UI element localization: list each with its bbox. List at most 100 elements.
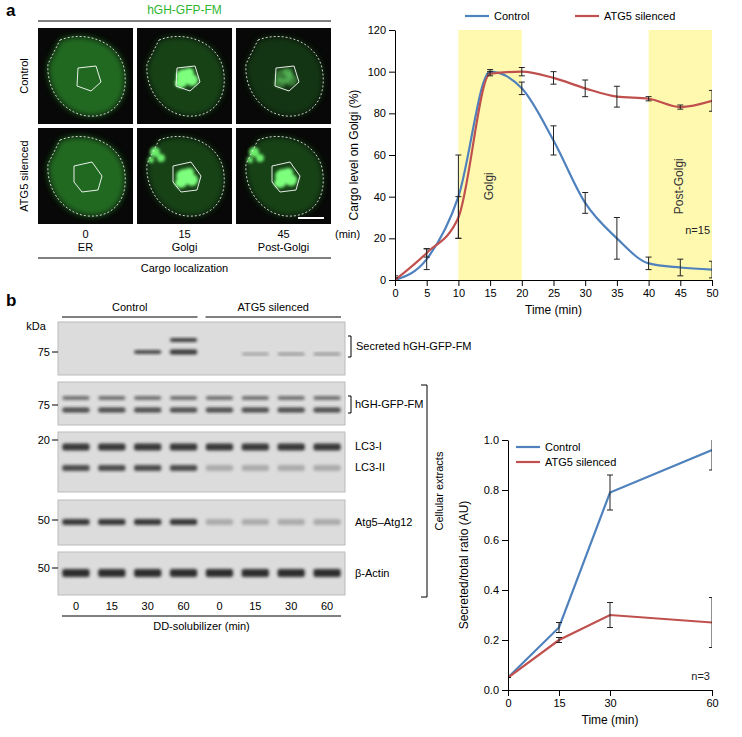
error-bar (607, 603, 613, 628)
tick: 25 (548, 280, 560, 299)
plot-area (395, 30, 712, 280)
tick-label: 40 (374, 191, 386, 203)
lane-label: 60 (177, 600, 189, 612)
blot-band (134, 519, 161, 525)
tick-mark (522, 280, 523, 286)
cell-outline (147, 36, 224, 116)
tick-mark (389, 72, 395, 73)
blot-band (206, 519, 233, 525)
blot-band (313, 396, 340, 400)
blot-band (62, 444, 89, 451)
micrograph (236, 28, 331, 124)
tick-label: 20 (374, 232, 386, 244)
spot (148, 157, 154, 163)
tick: 0 (380, 274, 395, 286)
tick: 20 (374, 232, 395, 244)
tick-mark (712, 690, 713, 696)
bracket (348, 413, 351, 414)
annotation: n=15 (685, 224, 710, 236)
x-axis: 0153060 (505, 690, 718, 709)
error-cap (582, 80, 588, 81)
tick: 40 (643, 280, 655, 299)
blot-band (206, 396, 233, 400)
x-axis-title: Time (min) (525, 303, 582, 317)
cell-outline (48, 136, 125, 216)
tick-label: 0.0 (484, 684, 499, 696)
bracket (421, 597, 427, 598)
lane-rule (62, 616, 341, 617)
error-cap (646, 96, 652, 97)
tick-label: 15 (484, 287, 496, 299)
marker-tick (52, 440, 58, 441)
tick-label: 60 (374, 149, 386, 161)
tick-mark (490, 280, 491, 286)
image-bg (236, 128, 331, 224)
title-rule (38, 21, 331, 22)
error-bar (519, 82, 525, 95)
y-axis: 020406080100120 (368, 24, 396, 286)
marker-tick (52, 352, 58, 353)
blot-x-label: DD-solubilizer (min) (153, 620, 250, 632)
error-whisker (490, 72, 491, 76)
legend-swatch (575, 15, 599, 17)
marker-label: 20 (38, 434, 50, 446)
blot-band (242, 353, 269, 356)
tick-mark (395, 280, 396, 286)
micrograph (38, 28, 133, 124)
tick-label: 10 (453, 287, 465, 299)
blot-strip (58, 552, 345, 595)
marker-label: 75 (38, 399, 50, 411)
tick: 50 (706, 280, 718, 299)
error-cap (677, 109, 683, 110)
cell-outline (246, 136, 323, 216)
error-cap (519, 67, 525, 68)
blob (283, 68, 293, 76)
blot-band (134, 408, 161, 413)
image-bg (236, 28, 331, 124)
panel-label: a (6, 1, 16, 20)
tick-label: 15 (553, 697, 565, 709)
tick-mark (389, 155, 395, 156)
error-cap (551, 155, 557, 156)
tick-mark (649, 280, 650, 286)
error-cap (551, 84, 557, 85)
micrograph (236, 128, 331, 224)
tick: 60 (374, 149, 395, 161)
micrograph (137, 128, 232, 224)
error-bar (677, 105, 683, 109)
tick-label: 5 (424, 287, 430, 299)
error-cap (424, 248, 430, 249)
blot-band (170, 350, 197, 355)
tick-mark (559, 690, 560, 696)
legend-swatch (465, 15, 489, 17)
y-axis-title: Secreted/total ratio (AU) (457, 501, 471, 630)
blob (184, 68, 194, 76)
marker-label: 50 (38, 514, 50, 526)
tick-mark (502, 490, 508, 491)
blot-band (98, 519, 125, 525)
golgi-outline (176, 66, 200, 91)
tick-label: 0.6 (484, 534, 499, 546)
tick-label: 50 (706, 287, 718, 299)
tick-label: 100 (368, 66, 386, 78)
blot-band (170, 519, 197, 525)
tick: 120 (368, 24, 395, 36)
tick-mark (389, 280, 395, 281)
tick-mark (458, 280, 459, 286)
blot-band (170, 444, 197, 451)
blot-band (62, 519, 89, 525)
tick-label: 40 (643, 287, 655, 299)
error-whisker (521, 82, 522, 95)
tick: 60 (706, 690, 718, 709)
tick-mark (712, 280, 713, 286)
blot-label: β-Actin (355, 567, 389, 579)
error-cap (424, 248, 430, 249)
figure: abhGH-GFP-FMControlATG5 silenced0ER15Gol… (0, 0, 742, 737)
tick: 1.0 (484, 434, 508, 446)
legend-swatch (516, 461, 540, 463)
error-cap (614, 217, 620, 218)
blot-band (206, 408, 233, 413)
tick-mark (617, 280, 618, 286)
error-bar (455, 155, 461, 238)
blot-strip (58, 382, 345, 425)
